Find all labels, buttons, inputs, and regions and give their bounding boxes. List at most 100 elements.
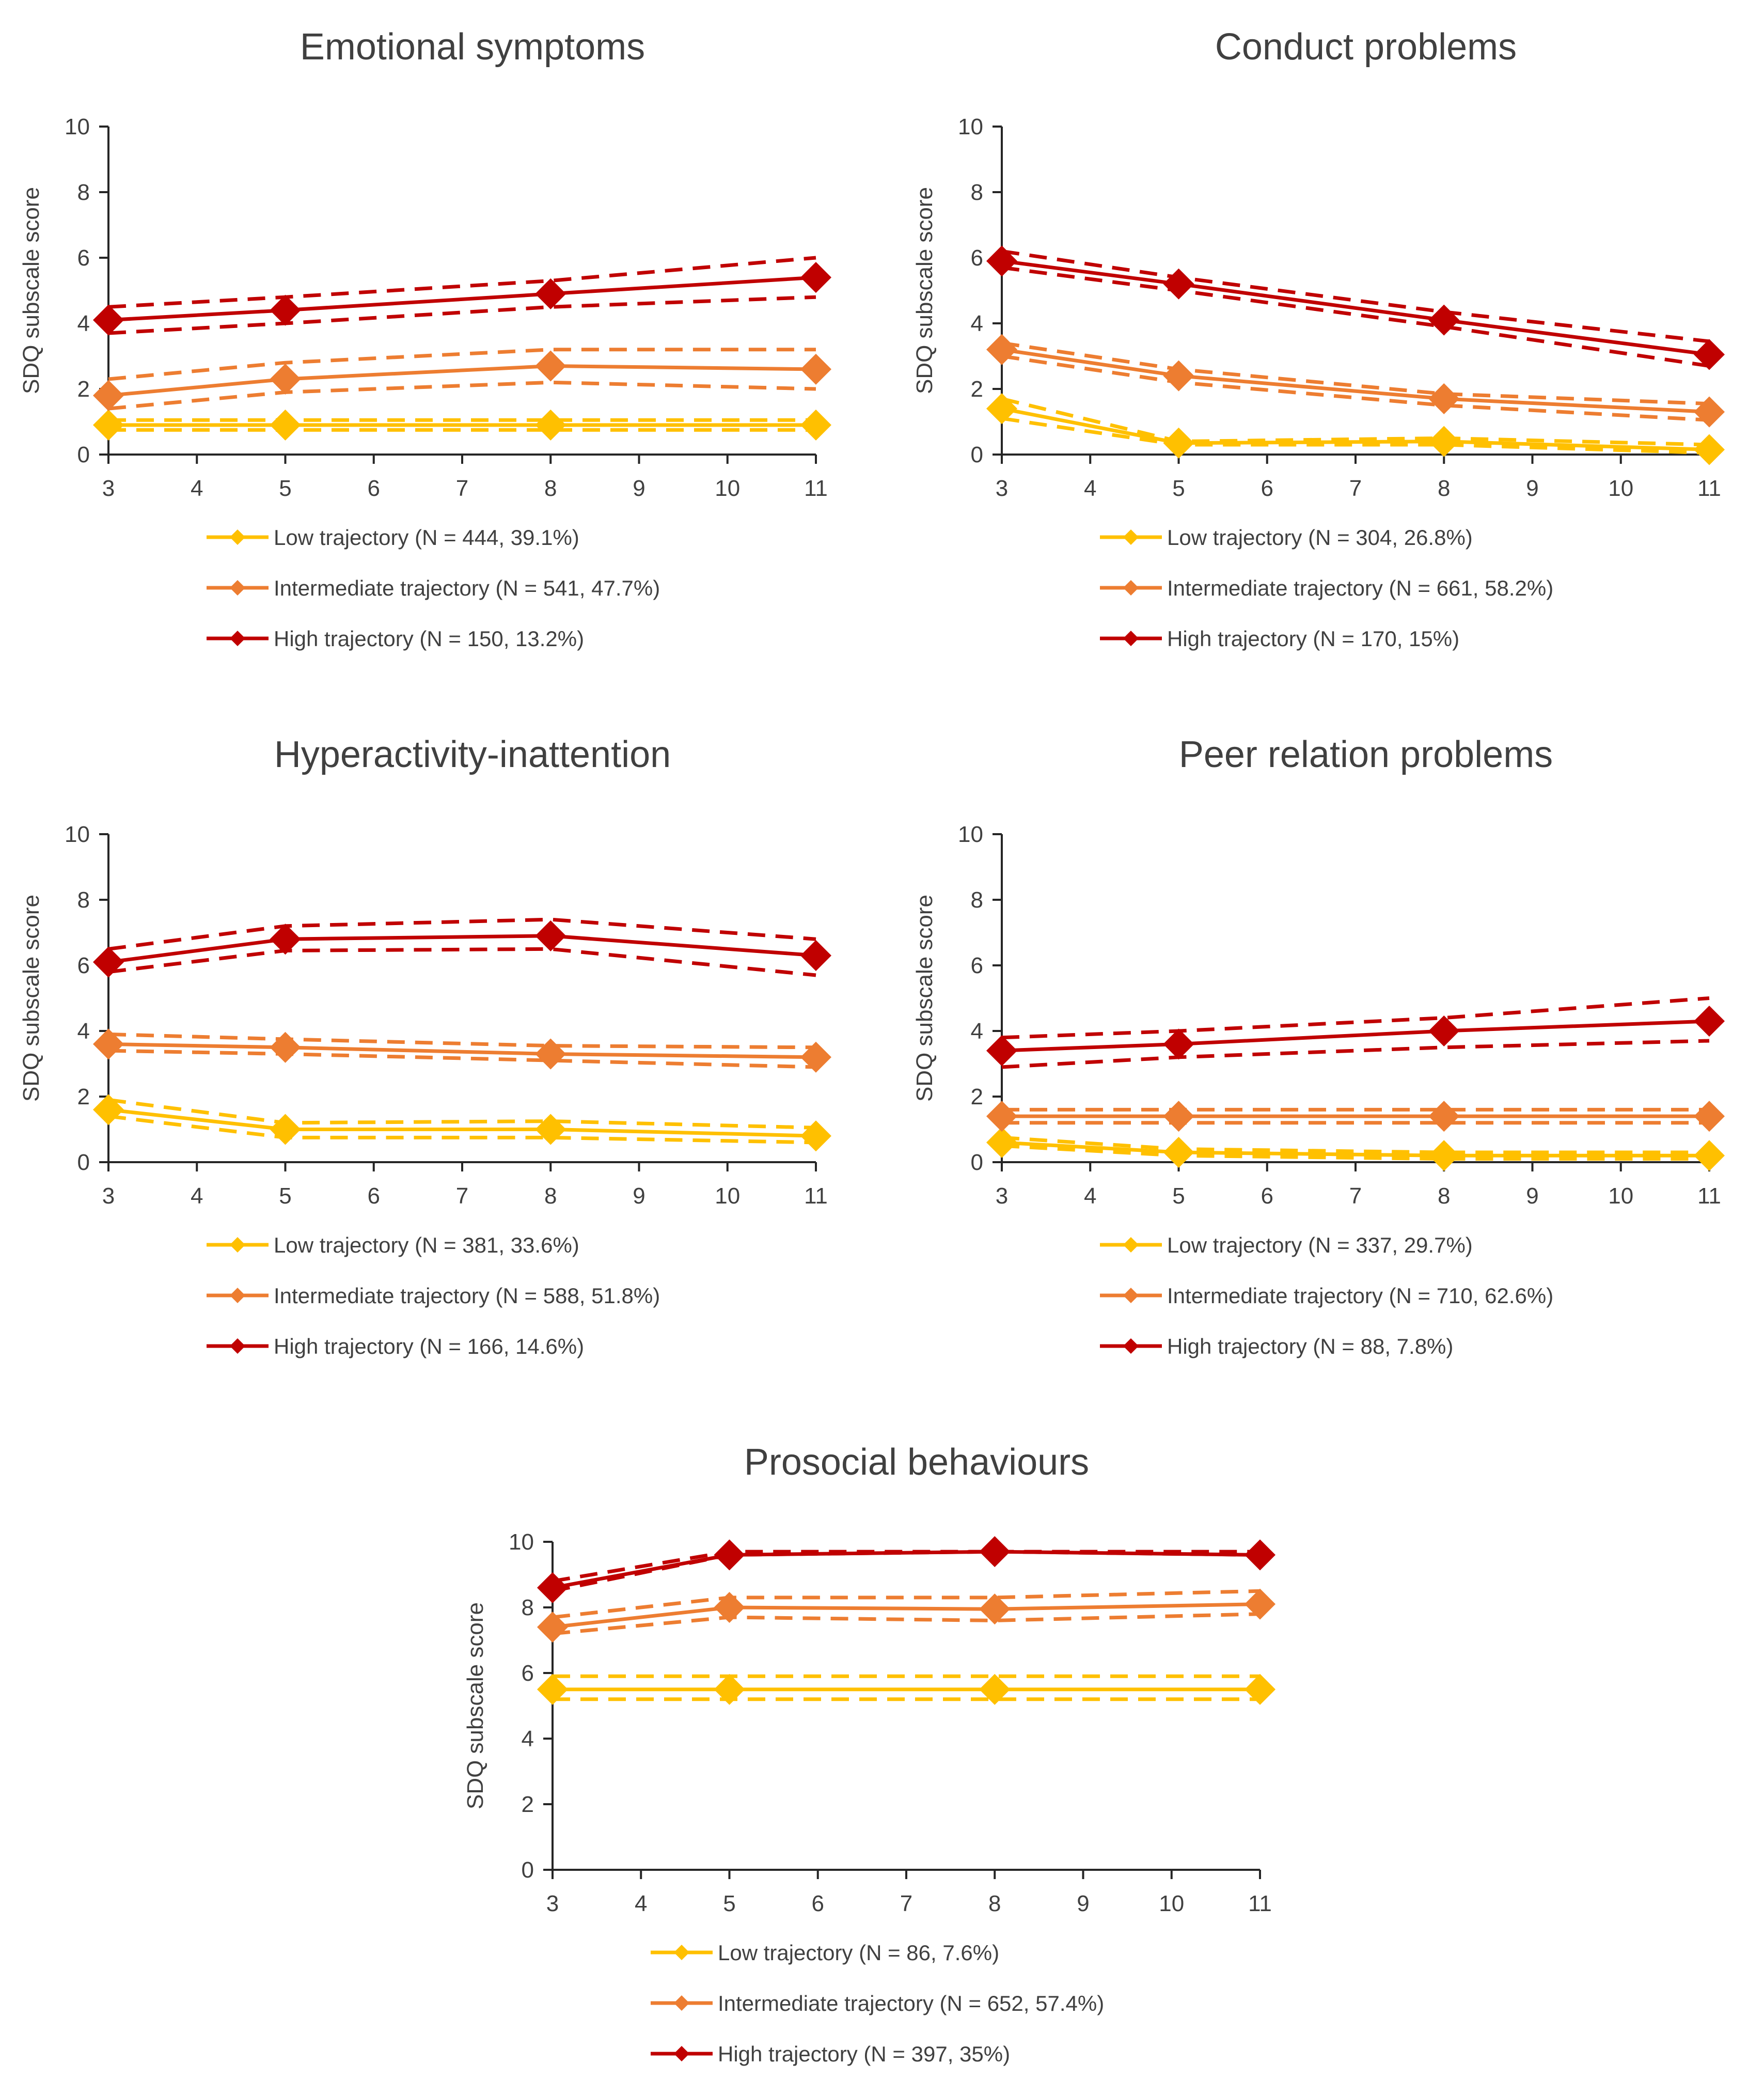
series-high-ci-lower [1001,1039,1710,1069]
series-intermediate-line [108,364,816,398]
series-low-ci-upper [1001,1135,1709,1154]
series-low-point [1428,1140,1460,1171]
series-low-point [1694,434,1725,465]
y-tick-label: 0 [971,1150,983,1175]
x-tick-label: 4 [191,1183,203,1209]
series-low-point [714,1674,745,1705]
series-high-ci-upper [108,917,816,951]
x-tick-label: 10 [715,1183,740,1209]
y-tick-label: 4 [77,311,90,336]
y-tick-label: 4 [522,1726,534,1752]
x-tick-label: 3 [102,1183,115,1209]
series-high-point [1694,1005,1725,1037]
x-tick-label: 6 [812,1891,824,1916]
series-low-point [979,1674,1011,1705]
series-low-point [537,1674,568,1705]
series-high-point [1694,339,1725,370]
chart-conduct: Conduct problems SDQ subscale score 0 2 4 6 8 1… [912,26,1725,651]
series-high-ci-lower [1001,265,1710,368]
series-high-point [537,1572,568,1603]
x-tick-label: 11 [1697,476,1721,501]
series-intermediate-point [270,1031,301,1063]
x-tick-label: 6 [1261,476,1273,501]
series-high-line [1001,1019,1710,1053]
series-high-point [986,1035,1017,1067]
x-tick-label: 5 [723,1891,735,1916]
series-high-point [93,946,124,978]
x-tick-label: 6 [1261,1183,1273,1209]
y-tick-label: 6 [971,245,983,271]
chart-peer: Peer relation problems SDQ subscale score… [912,734,1725,1358]
x-tick-label: 11 [1697,1183,1721,1209]
chart-hyperactivity: Hyperactivity-inattention SDQ subscale sc… [19,734,831,1358]
chart-title: Emotional symptoms [300,26,645,68]
x-tick-label: 5 [1172,1183,1185,1209]
y-tick-label: 4 [971,311,983,336]
series-low-point [986,393,1017,425]
legend-label-low: Low trajectory (N = 381, 33.6%) [274,1233,579,1257]
legend-label-low: Low trajectory (N = 86, 7.6%) [718,1941,999,1965]
series-intermediate-point [979,1593,1011,1625]
x-tick-label: 10 [1159,1891,1184,1916]
y-axis-label: SDQ subscale score [463,1602,488,1809]
x-tick-label: 9 [1526,476,1538,501]
series-low-point [1694,1140,1725,1171]
series-high-ci-upper [1001,996,1710,1040]
legend-marker-intermediate [230,1288,245,1303]
series-high-point [1163,1028,1194,1060]
series-low-line [108,1107,816,1138]
y-tick-label: 8 [971,887,983,913]
series-high-ci-lower [108,295,816,335]
legend-label-high: High trajectory (N = 88, 7.8%) [1167,1334,1453,1358]
chart-title: Peer relation problems [1179,734,1553,775]
series-high-line [552,1550,1261,1590]
chart-title: Conduct problems [1215,26,1517,68]
panel-prosocial: Prosocial behaviours SDQ subscale score 0 2… [444,1415,1343,2095]
legend-marker-low [230,529,245,545]
series-low-point [986,1127,1017,1158]
series-high-point [93,304,124,336]
series-high-point [979,1536,1011,1568]
series-high-point [800,940,831,971]
series-low-point [800,1120,831,1152]
x-tick-label: 8 [1438,476,1450,501]
series-intermediate-ci-upper [1001,341,1710,406]
y-tick-label: 2 [971,1084,983,1109]
legend-marker-intermediate [674,1995,689,2011]
series-intermediate-line [1001,348,1710,414]
series-intermediate-ci-lower [1001,354,1710,422]
series-intermediate-point [1694,396,1725,428]
series-intermediate-point [537,1612,568,1643]
chart-title: Prosocial behaviours [744,1442,1089,1483]
series-intermediate-point [1163,360,1194,392]
x-tick-label: 9 [1526,1183,1538,1209]
legend-label-high: High trajectory (N = 166, 14.6%) [274,1334,584,1358]
y-tick-label: 8 [522,1595,534,1620]
series-intermediate-ci-lower [108,380,816,411]
series-low-ci-lower [1001,416,1710,455]
series-low-ci-upper [108,1098,816,1130]
x-tick-label: 3 [102,476,115,501]
y-tick-label: 10 [509,1529,534,1555]
series-intermediate-point [986,334,1017,365]
series-low-point [800,409,831,441]
y-tick-label: 2 [971,377,983,402]
series-high-point [714,1539,745,1571]
x-tick-label: 9 [633,1183,645,1209]
y-tick-label: 10 [65,822,90,847]
x-tick-label: 8 [988,1891,1001,1916]
x-tick-label: 6 [368,1183,380,1209]
legend-label-intermediate: Intermediate trajectory (N = 588, 51.8%) [274,1284,660,1308]
series-intermediate-line [552,1602,1261,1629]
chart-emotional: Emotional symptoms SDQ subscale score 0 2 4 6… [19,26,831,651]
series-low-ci-lower [1001,1144,1709,1161]
series-low-point [1245,1674,1275,1705]
x-tick-label: 11 [1248,1891,1272,1916]
x-tick-label: 3 [546,1891,559,1916]
y-tick-label: 2 [522,1792,534,1817]
series-intermediate-point [1245,1588,1275,1620]
x-tick-label: 8 [544,476,557,501]
legend-label-high: High trajectory (N = 397, 35%) [718,2042,1010,2066]
x-tick-label: 8 [1438,1183,1450,1209]
x-tick-label: 4 [635,1891,647,1916]
